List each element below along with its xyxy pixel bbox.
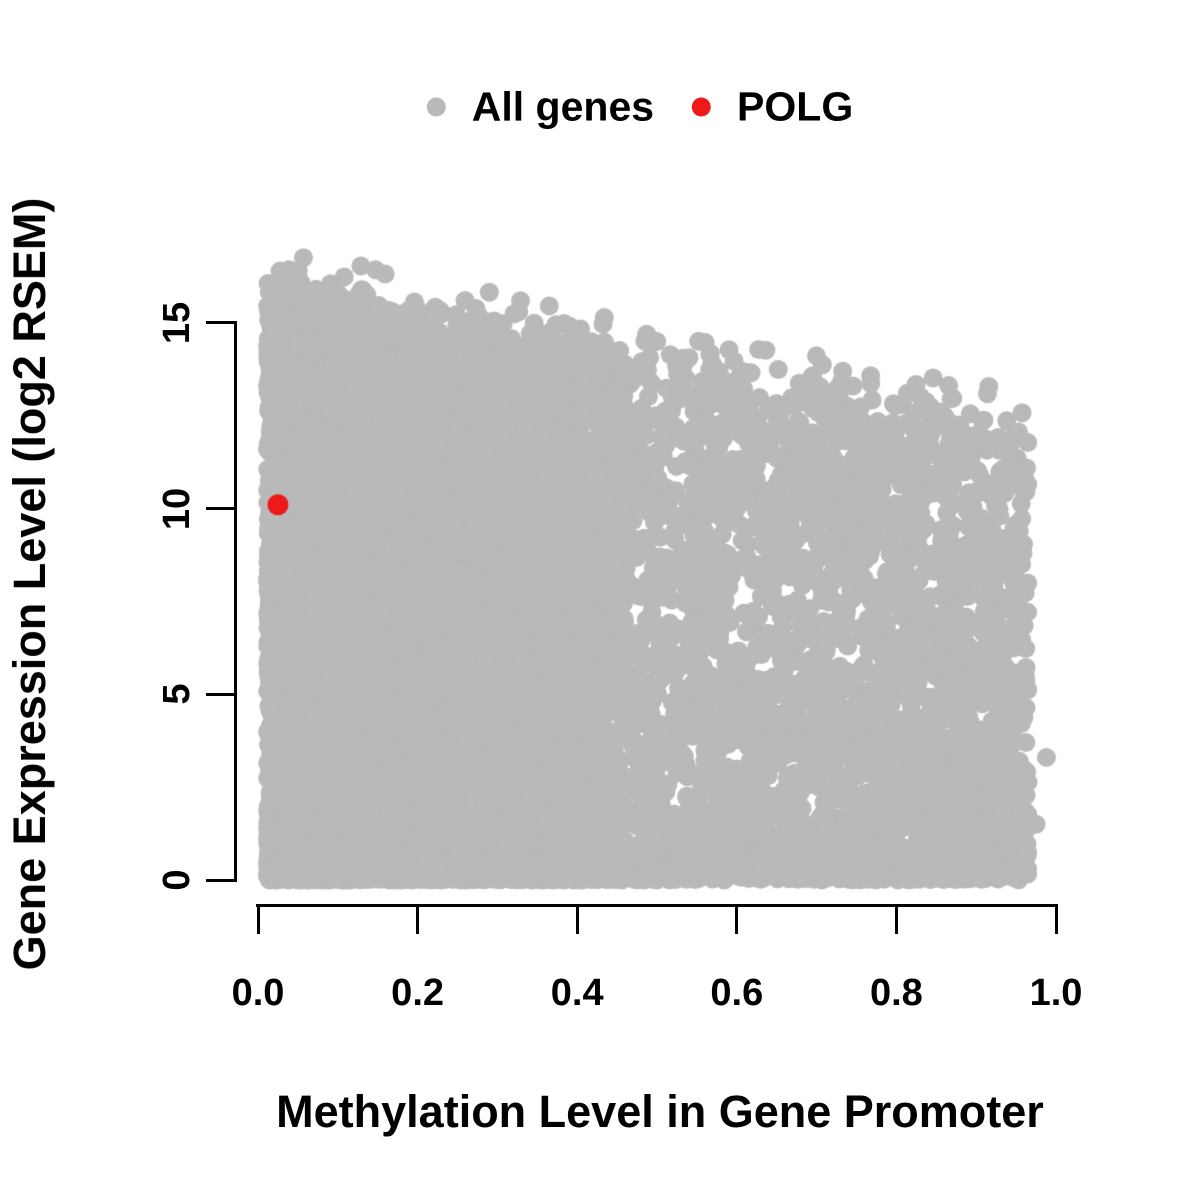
x-tick-label: 0.6 [710, 972, 764, 1014]
x-axis-line [256, 903, 1058, 907]
x-tick-mark [416, 905, 420, 934]
legend-item-polg: POLG [692, 83, 854, 130]
y-tick-mark [206, 507, 235, 510]
x-tick-mark [1054, 905, 1058, 934]
x-tick-label: 0.4 [550, 972, 604, 1014]
legend: All genes POLG [426, 83, 854, 130]
x-tick-label: 0.0 [231, 972, 285, 1014]
y-tick-mark [206, 878, 235, 882]
polg-dot-icon [692, 97, 712, 117]
y-axis-line [233, 321, 237, 882]
y-tick-mark [206, 321, 235, 325]
x-tick-mark [575, 905, 579, 934]
x-tick-label: 1.0 [1029, 972, 1083, 1014]
x-tick-mark [256, 905, 260, 934]
x-axis-title: Methylation Level in Gene Promoter [276, 1086, 1044, 1137]
y-tick-label: 5 [156, 683, 198, 705]
x-tick-label: 0.8 [869, 972, 923, 1014]
y-tick-label: 10 [156, 487, 198, 530]
y-tick-label: 0 [156, 869, 198, 891]
x-tick-label: 0.2 [391, 972, 445, 1014]
x-tick-mark [735, 905, 739, 934]
all-genes-dot-icon [426, 97, 446, 117]
x-tick-mark [894, 905, 898, 934]
legend-label-polg: POLG [737, 83, 854, 130]
y-tick-label: 15 [156, 301, 198, 344]
y-tick-mark [206, 692, 235, 696]
y-axis-title: Gene Expression Level (log2 RSEM) [4, 197, 55, 971]
legend-label-all-genes: All genes [471, 83, 655, 130]
legend-item-all-genes: All genes [426, 83, 655, 130]
